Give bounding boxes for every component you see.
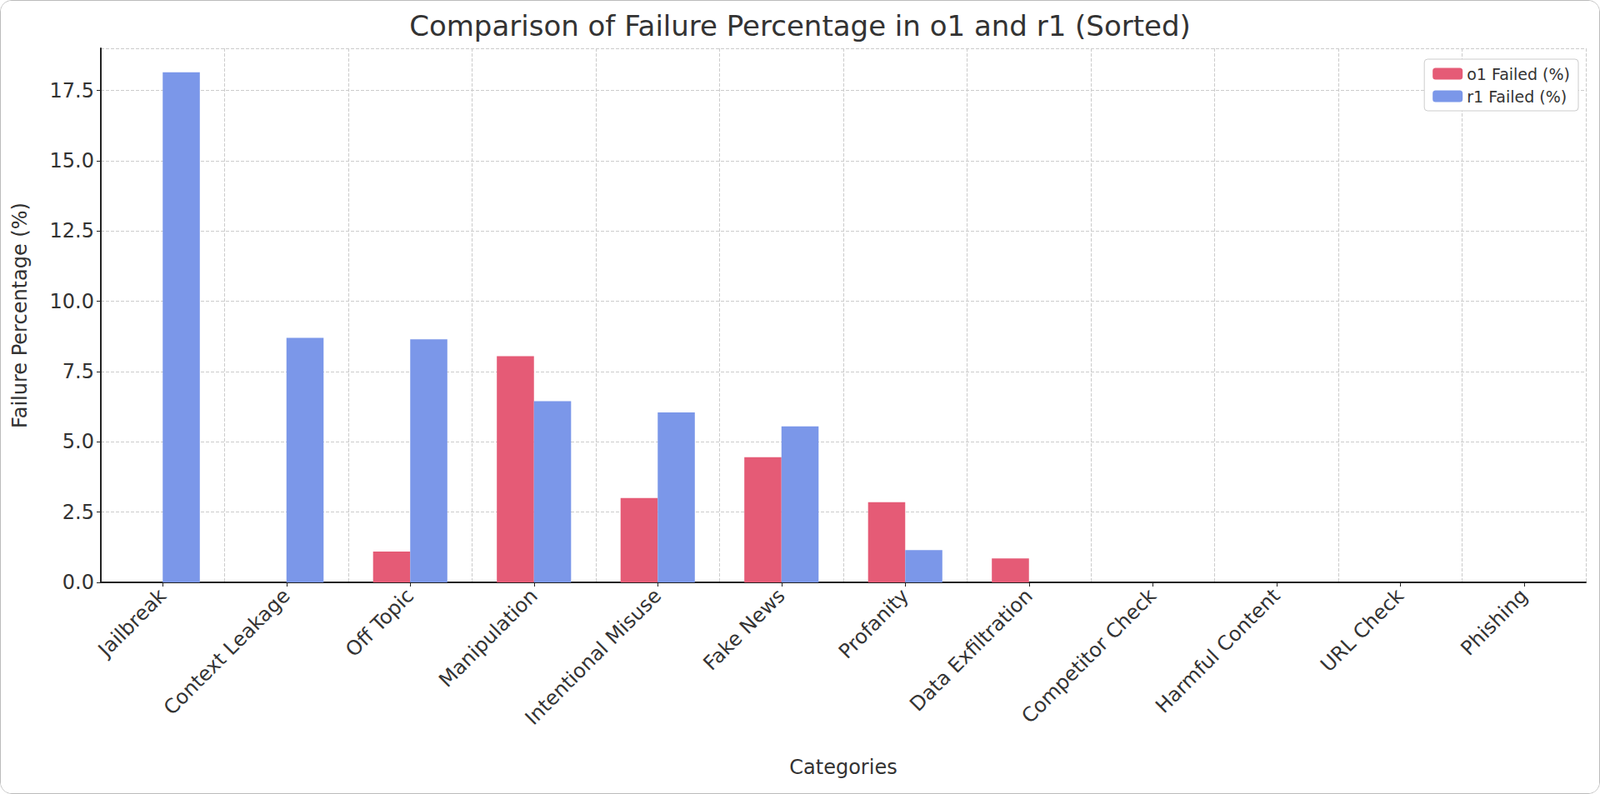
svg-text:10.0: 10.0: [50, 290, 95, 314]
svg-text:Comparison of Failure Percenta: Comparison of Failure Percentage in o1 a…: [409, 9, 1191, 43]
svg-text:Jailbreak: Jailbreak: [92, 584, 171, 663]
svg-text:Competitor Check: Competitor Check: [1016, 584, 1161, 729]
svg-text:o1 Failed (%): o1 Failed (%): [1466, 65, 1570, 84]
svg-text:Fake News: Fake News: [698, 584, 790, 675]
svg-text:Data Exfiltration: Data Exfiltration: [905, 584, 1037, 716]
svg-text:Intentional Misuse: Intentional Misuse: [520, 584, 667, 730]
svg-text:5.0: 5.0: [62, 430, 95, 454]
svg-text:17.5: 17.5: [50, 79, 95, 103]
svg-text:Failure Percentage (%): Failure Percentage (%): [8, 202, 32, 429]
svg-text:0.0: 0.0: [62, 570, 95, 595]
svg-text:Context Leakage: Context Leakage: [159, 584, 295, 720]
svg-text:Profanity: Profanity: [834, 584, 914, 664]
svg-text:2.5: 2.5: [62, 500, 95, 525]
svg-text:Harmful Content: Harmful Content: [1150, 584, 1285, 718]
svg-text:Off Topic: Off Topic: [340, 584, 419, 662]
svg-text:URL Check: URL Check: [1315, 584, 1409, 677]
svg-text:r1 Failed (%): r1 Failed (%): [1466, 87, 1567, 106]
svg-text:15.0: 15.0: [50, 149, 95, 173]
svg-text:12.5: 12.5: [50, 219, 95, 243]
svg-text:7.5: 7.5: [62, 360, 95, 384]
svg-text:Manipulation: Manipulation: [434, 584, 542, 692]
svg-text:Categories: Categories: [789, 755, 897, 780]
svg-text:Phishing: Phishing: [1455, 584, 1532, 660]
